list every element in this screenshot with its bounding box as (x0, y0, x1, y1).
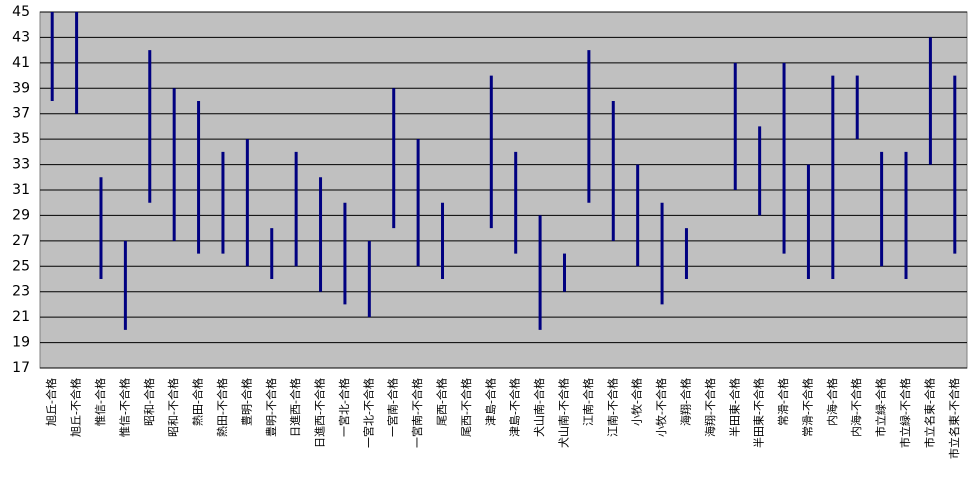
x-tick-label: 内海-合格 (825, 378, 839, 426)
x-tick-label: 市立緑-合格 (874, 378, 888, 437)
y-tick-label: 39 (12, 80, 30, 96)
x-tick-label: 一宮北-不合格 (361, 378, 375, 448)
x-tick-label: 半田東-合格 (727, 378, 741, 437)
x-tick-label: 犬山南-合格 (532, 378, 546, 437)
x-tick-label: 小牧-合格 (630, 378, 644, 426)
x-tick-label: 市立名東-合格 (922, 378, 936, 448)
x-tick-label: 津島-合格 (483, 378, 497, 426)
x-tick-label: 市立緑-不合格 (898, 378, 912, 448)
x-tick-label: 江南-合格 (581, 378, 595, 426)
x-tick-label: 常滑-不合格 (800, 378, 814, 437)
y-tick-label: 19 (12, 335, 30, 351)
x-tick-label: 小牧-不合格 (654, 378, 668, 437)
x-tick-label: 旭丘-合格 (44, 378, 58, 426)
x-tick-label: 日進西-不合格 (313, 378, 327, 448)
x-tick-label: 惟信-不合格 (117, 378, 131, 437)
x-tick-label: 犬山南-不合格 (556, 378, 570, 448)
y-tick-label: 33 (12, 157, 30, 173)
x-tick-label: 海翔-合格 (678, 378, 692, 426)
x-tick-label: 熱田-合格 (191, 378, 205, 426)
x-tick-label: 日進西-合格 (288, 378, 302, 437)
y-tick-label: 35 (12, 131, 30, 147)
y-tick-label: 17 (12, 360, 30, 376)
x-tick-label: 内海-不合格 (849, 378, 863, 437)
x-tick-label: 昭和-合格 (142, 378, 156, 426)
y-tick-label: 21 (12, 309, 30, 325)
y-tick-label: 31 (12, 182, 30, 198)
y-tick-label: 27 (12, 233, 30, 249)
x-tick-label: 常滑-合格 (776, 378, 790, 426)
x-tick-label: 旭丘-不合格 (69, 378, 83, 437)
y-tick-label: 29 (12, 207, 30, 223)
x-tick-label: 海翔-不合格 (703, 378, 717, 437)
y-tick-label: 25 (12, 258, 30, 274)
x-tick-label: 豊明-不合格 (264, 378, 278, 437)
y-tick-label: 41 (12, 55, 30, 71)
x-tick-label: 熱田-不合格 (215, 378, 229, 437)
y-tick-label: 45 (12, 4, 30, 20)
x-tick-label: 尾西-不合格 (459, 378, 473, 437)
x-tick-label: 豊明-合格 (239, 378, 253, 426)
x-tick-label: 江南-不合格 (605, 378, 619, 437)
x-tick-label: 一宮北-合格 (337, 378, 351, 437)
x-tick-label: 半田東-不合格 (752, 378, 766, 448)
x-tick-label: 一宮南-不合格 (410, 378, 424, 448)
x-tick-label: 惟信-合格 (93, 378, 107, 426)
y-tick-label: 43 (12, 29, 30, 45)
x-tick-label: 市立名東-不合格 (947, 378, 961, 459)
y-tick-label: 37 (12, 106, 30, 122)
y-tick-label: 23 (12, 284, 30, 300)
x-tick-label: 津島-不合格 (508, 378, 522, 437)
x-tick-label: 昭和-不合格 (166, 378, 180, 437)
x-tick-label: 一宮南-合格 (386, 378, 400, 437)
x-tick-label: 尾西-合格 (435, 378, 449, 426)
